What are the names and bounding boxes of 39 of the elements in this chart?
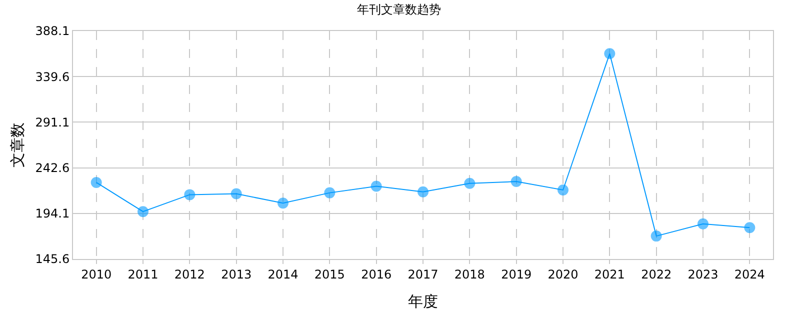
point xyxy=(138,206,148,218)
point xyxy=(324,187,336,198)
point xyxy=(230,188,242,200)
x-tick-label: 2012 xyxy=(174,267,205,282)
y-tick-label: 291.1 xyxy=(35,115,70,130)
point xyxy=(90,176,102,188)
x-tick-label: 2023 xyxy=(688,267,718,282)
y-tick-label: 339.6 xyxy=(35,70,70,84)
point xyxy=(184,189,196,200)
point xyxy=(510,176,522,188)
point xyxy=(278,198,288,209)
x-tick-label: 2021 xyxy=(594,267,625,282)
point xyxy=(418,186,428,198)
x-tick-label: 2024 xyxy=(734,267,765,282)
x-tick-label: 2018 xyxy=(454,267,485,282)
x-tick-label: 2014 xyxy=(268,267,298,282)
x-tick-label: 2011 xyxy=(128,267,158,282)
point xyxy=(698,218,708,230)
x-tick-label: 2016 xyxy=(361,267,392,282)
x-tick-label: 2022 xyxy=(641,267,672,282)
point xyxy=(650,230,662,242)
y-axis-title: 文章数 xyxy=(8,122,26,168)
x-axis-title: 年度 xyxy=(408,292,438,310)
point xyxy=(604,48,616,60)
point xyxy=(744,222,756,234)
x-tick-label: 2015 xyxy=(314,267,345,282)
x-tick-label: 2017 xyxy=(408,267,438,282)
y-tick-label: 242.6 xyxy=(35,161,70,175)
x-tick-label: 2020 xyxy=(548,267,578,282)
y-tick-label: 194.1 xyxy=(35,206,70,221)
point xyxy=(558,184,568,196)
x-tick-label: 2013 xyxy=(221,267,252,282)
point xyxy=(370,180,382,192)
y-tick-label: 145.6 xyxy=(35,252,70,266)
y-tick-label: 388.1 xyxy=(35,24,70,38)
point xyxy=(464,178,476,189)
x-tick-label: 2019 xyxy=(501,267,532,282)
chart-title: 年刊文章数趋势 xyxy=(357,2,441,16)
x-tick-label: 2010 xyxy=(81,267,112,282)
